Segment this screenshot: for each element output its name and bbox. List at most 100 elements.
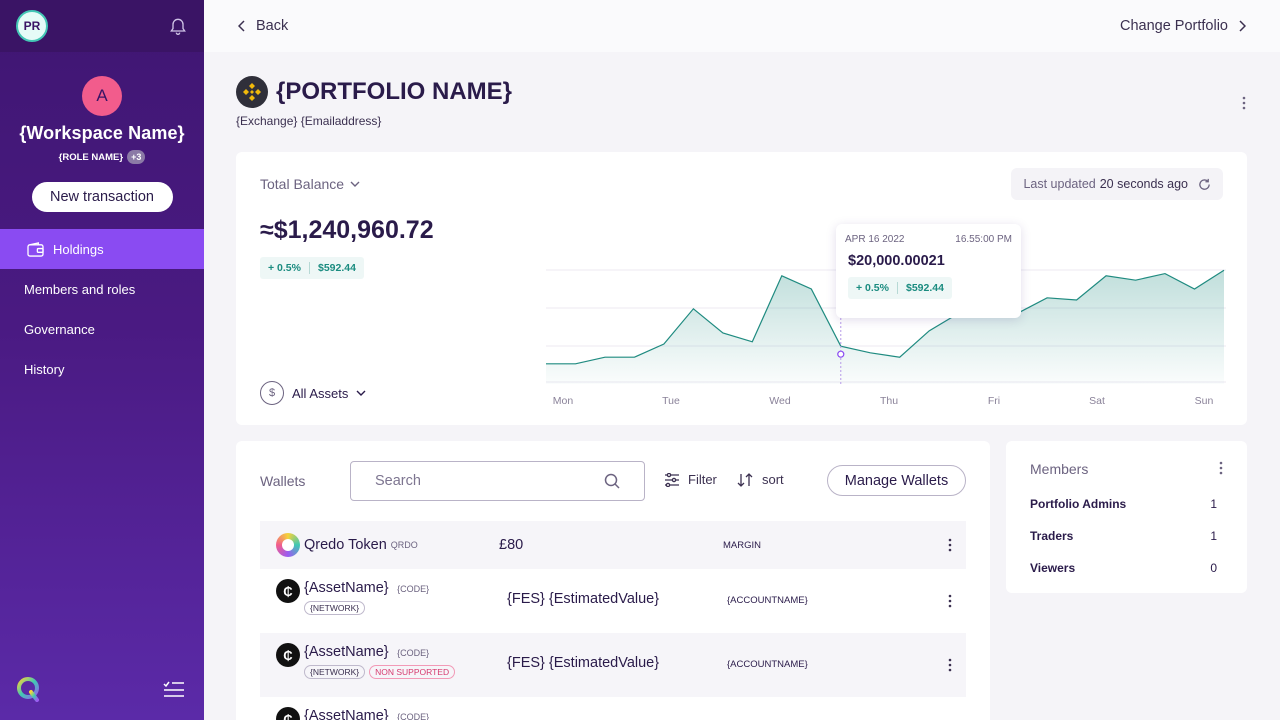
new-transaction-button[interactable]: New transaction [31, 182, 173, 212]
workspace-name: {Workspace Name} [19, 123, 185, 143]
asset-code: QRDO [390, 540, 418, 550]
dollar-icon: $ [260, 381, 284, 405]
total-balance-dropdown[interactable]: Total Balance [260, 176, 360, 192]
asset-value: £80 [499, 537, 524, 553]
portfolio-name: {PORTFOLIO NAME} [276, 78, 513, 105]
chart-x-label: Wed [769, 395, 791, 407]
sidebar-item-history[interactable]: History [0, 349, 204, 389]
chart-highlight-point[interactable] [837, 350, 845, 358]
workspace-role: {ROLE NAME} +3 [0, 150, 204, 164]
account-name: {ACCOUNTNAME} [727, 595, 808, 606]
asset-filter-label: All Assets [292, 385, 349, 401]
back-label: Back [256, 18, 289, 34]
table-row[interactable]: ₵ {AssetName} {CODE} {NETWORK} NON SUPPOR… [260, 633, 966, 697]
sidebar-item-governance[interactable]: Governance [0, 309, 204, 349]
last-updated: Last updated 20 seconds ago [1011, 168, 1223, 200]
qredo-logo-icon [17, 677, 39, 702]
chart-x-label: Fri [988, 395, 1000, 407]
portfolio-title: {PORTFOLIO NAME} [236, 76, 1246, 108]
members-row-viewers[interactable]: Viewers 0 [1030, 561, 1217, 575]
manage-wallets-button[interactable]: Manage Wallets [827, 465, 966, 496]
asset-name: {AssetName} [304, 580, 389, 596]
member-role-label: Viewers [1030, 561, 1076, 575]
asset-value: {FES} {EstimatedValue} [507, 655, 660, 671]
wallets-title: Wallets [260, 473, 306, 489]
balance-value: ≈$1,240,960.72 [260, 216, 434, 244]
sort-arrows-icon [737, 472, 753, 487]
unsupported-tag: NON SUPPORTED [369, 665, 456, 679]
top-bar: Back Change Portfolio [204, 0, 1280, 52]
bell-icon[interactable] [168, 16, 188, 36]
sidebar-item-holdings[interactable]: Holdings [0, 229, 204, 269]
chart-x-label: Sat [1089, 395, 1105, 407]
members-row-traders[interactable]: Traders 1 [1030, 529, 1217, 543]
workspace-avatar: A [82, 76, 122, 116]
tooltip-time: 16.55:00 PM [955, 234, 1012, 245]
back-link[interactable]: Back [238, 18, 288, 34]
more-vertical-icon[interactable] [948, 658, 952, 672]
balance-chart[interactable]: Mon Tue Wed Thu Fri Sat Sun [546, 222, 1226, 412]
asset-coin-icon: ₵ [276, 579, 300, 603]
last-updated-value: 20 seconds ago [1099, 177, 1188, 191]
member-count: 0 [1210, 561, 1217, 575]
search-input[interactable]: Search [350, 461, 645, 501]
asset-code: {CODE} [397, 712, 430, 720]
more-vertical-icon[interactable] [948, 594, 952, 608]
more-vertical-icon[interactable] [1242, 96, 1246, 110]
more-vertical-icon[interactable] [1219, 461, 1223, 475]
balance-card: Total Balance Last updated 20 seconds ag… [236, 152, 1247, 425]
sidebar-nav: Holdings Members and roles Governance Hi… [0, 229, 204, 389]
asset-code: {CODE} [397, 648, 430, 658]
member-role-label: Traders [1030, 529, 1074, 543]
more-vertical-icon[interactable] [948, 538, 952, 552]
user-avatar[interactable]: PR [16, 10, 48, 42]
qredo-token-icon [276, 533, 300, 557]
chevron-left-icon [238, 20, 245, 32]
tooltip-value: $20,000.00021 [848, 253, 945, 269]
search-placeholder: Search [375, 473, 421, 489]
balance-change-badge: + 0.5% $592.44 [260, 257, 364, 279]
workspace-info: A {Workspace Name} {ROLE NAME} +3 New tr… [0, 52, 204, 212]
search-icon [604, 473, 620, 489]
members-card: Members Portfolio Admins 1 Traders 1 Vie… [1006, 441, 1247, 593]
asset-name: {AssetName} [304, 644, 389, 660]
exchange-logo-icon [236, 76, 268, 108]
role-name: {ROLE NAME} [58, 151, 124, 163]
table-row[interactable]: Qredo Token QRDO £80 MARGIN [260, 521, 966, 569]
refresh-icon[interactable] [1198, 178, 1211, 191]
collapse-menu-icon[interactable] [162, 680, 186, 698]
role-extra-badge: +3 [127, 150, 146, 164]
last-updated-label: Last updated [1023, 177, 1096, 191]
network-tag: {NETWORK} [304, 601, 366, 615]
chart-line [546, 269, 1225, 365]
change-portfolio-label: Change Portfolio [1119, 18, 1228, 34]
chart-tooltip: APR 16 2022 16.55:00 PM $20,000.00021 + … [836, 224, 1021, 318]
sidebar-item-members-and-roles[interactable]: Members and roles [0, 269, 204, 309]
sort-button[interactable]: sort [736, 472, 784, 487]
asset-name: Qredo Token [304, 537, 387, 553]
account-name: MARGIN [723, 539, 761, 551]
sidebar-header: PR [0, 0, 204, 52]
change-percent: + 0.5% [856, 282, 889, 294]
filter-button[interactable]: Filter [664, 472, 717, 487]
sidebar-item-label: History [24, 361, 65, 377]
chart-x-label: Thu [880, 395, 898, 407]
members-row-admins[interactable]: Portfolio Admins 1 [1030, 497, 1217, 511]
portfolio-header: {PORTFOLIO NAME} {Exchange} {Emailaddres… [236, 76, 1246, 128]
asset-name: {AssetName} [304, 708, 389, 720]
sidebar-item-label: Members and roles [24, 281, 136, 297]
tooltip-change-badge: + 0.5% $592.44 [848, 277, 952, 299]
asset-filter-dropdown[interactable]: $ All Assets [260, 381, 366, 405]
sidebar-item-label: Governance [24, 321, 95, 337]
asset-coin-icon: ₵ [276, 707, 300, 720]
filter-label: Filter [688, 472, 717, 487]
portfolio-subtitle: {Exchange} {Emailaddress} [236, 114, 382, 128]
asset-value: {FES} {EstimatedValue} [507, 591, 660, 607]
table-row[interactable]: ₵ {AssetName} {CODE} [260, 697, 966, 720]
change-amount: $592.44 [905, 282, 944, 294]
chevron-down-icon [350, 181, 360, 187]
asset-code: {CODE} [397, 584, 430, 594]
change-portfolio-link[interactable]: Change Portfolio [1120, 18, 1246, 34]
member-count: 1 [1210, 529, 1217, 543]
table-row[interactable]: ₵ {AssetName} {CODE} {NETWORK} {FES} {Es… [260, 569, 966, 633]
